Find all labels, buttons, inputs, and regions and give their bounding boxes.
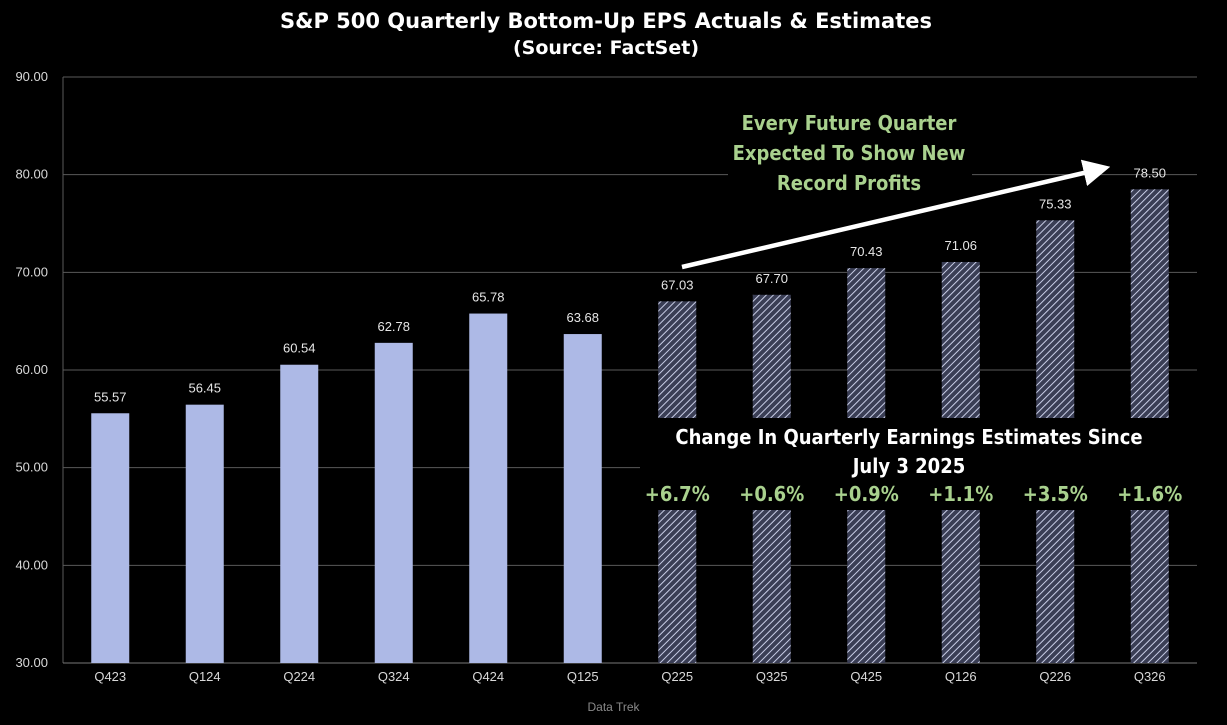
annotation-layer: Every Future Quarter Expected To Show New… bbox=[645, 111, 1182, 506]
bar-layer bbox=[91, 189, 1169, 664]
x-tick-label: Q326 bbox=[1134, 669, 1166, 684]
value-label: 71.06 bbox=[944, 238, 977, 253]
value-label: 75.33 bbox=[1039, 196, 1072, 211]
y-tick-label: 40.00 bbox=[15, 557, 48, 572]
x-tick-label: Q423 bbox=[94, 669, 126, 684]
change-percent: +1.6% bbox=[1117, 482, 1182, 506]
value-label: 67.70 bbox=[755, 271, 788, 286]
change-percent: +0.6% bbox=[739, 482, 804, 506]
annotation-mask-layer bbox=[640, 103, 1197, 510]
chart-title: S&P 500 Quarterly Bottom-Up EPS Actuals … bbox=[280, 9, 932, 33]
x-tick-label: Q425 bbox=[850, 669, 882, 684]
trend-arrow bbox=[681, 159, 1111, 270]
change-percent: +1.1% bbox=[928, 482, 993, 506]
value-label: 70.43 bbox=[850, 244, 883, 259]
x-tick-label: Q124 bbox=[189, 669, 221, 684]
value-label: 65.78 bbox=[472, 290, 505, 305]
change-percent: +0.9% bbox=[834, 482, 899, 506]
arrow-note-backdrop bbox=[728, 103, 972, 198]
x-tick-label: Q224 bbox=[283, 669, 315, 684]
arrow-note-line: Every Future Quarter bbox=[742, 111, 957, 135]
bar-q424 bbox=[469, 313, 508, 663]
x-tick-label: Q125 bbox=[567, 669, 599, 684]
x-tick-label: Q226 bbox=[1039, 669, 1071, 684]
bar-q224 bbox=[280, 364, 319, 663]
bar-q124 bbox=[185, 404, 224, 663]
value-label: 78.50 bbox=[1133, 165, 1166, 180]
y-tick-label: 70.00 bbox=[15, 264, 48, 279]
arrow-note-line: Expected To Show New bbox=[733, 141, 966, 165]
bar-q125 bbox=[563, 334, 602, 663]
y-tick-label: 30.00 bbox=[15, 655, 48, 670]
x-tick-label: Q324 bbox=[378, 669, 410, 684]
change-percent: +6.7% bbox=[645, 482, 710, 506]
x-tick-label: Q225 bbox=[661, 669, 693, 684]
change-annotation-backdrop bbox=[640, 418, 1197, 510]
grid-layer bbox=[63, 76, 1197, 566]
value-label: 60.54 bbox=[283, 341, 316, 356]
bar-q423 bbox=[91, 413, 130, 663]
change-title-line: July 3 2025 bbox=[852, 454, 966, 478]
x-tick-label: Q126 bbox=[945, 669, 977, 684]
y-tick-label: 80.00 bbox=[15, 167, 48, 182]
y-tick-label: 50.00 bbox=[15, 460, 48, 475]
axis-layer: 30.00 40.00 50.00 60.00 70.00 80.00 90.00 bbox=[15, 69, 1197, 670]
value-label: 67.03 bbox=[661, 277, 694, 292]
change-percent: +3.5% bbox=[1023, 482, 1088, 506]
x-tick-label: Q424 bbox=[472, 669, 504, 684]
value-label: 63.68 bbox=[566, 310, 599, 325]
chart-subtitle: (Source: FactSet) bbox=[513, 37, 699, 59]
bar-q324 bbox=[374, 342, 413, 663]
y-tick-label: 90.00 bbox=[15, 69, 48, 84]
value-label: 55.57 bbox=[94, 389, 127, 404]
x-tick-label: Q325 bbox=[756, 669, 788, 684]
label-layer: 55.57 Q423 56.45 Q124 60.54 Q224 62.78 Q324 65.7… bbox=[94, 165, 1166, 684]
eps-bar-chart: S&P 500 Quarterly Bottom-Up EPS Actuals … bbox=[15, 9, 1197, 684]
y-tick-label: 60.00 bbox=[15, 362, 48, 377]
value-label: 62.78 bbox=[377, 319, 410, 334]
source-credit: Data Trek bbox=[587, 700, 640, 714]
value-label: 56.45 bbox=[188, 381, 221, 396]
change-title-line: Change In Quarterly Earnings Estimates S… bbox=[675, 425, 1142, 449]
arrow-note-line: Record Profits bbox=[777, 171, 921, 195]
